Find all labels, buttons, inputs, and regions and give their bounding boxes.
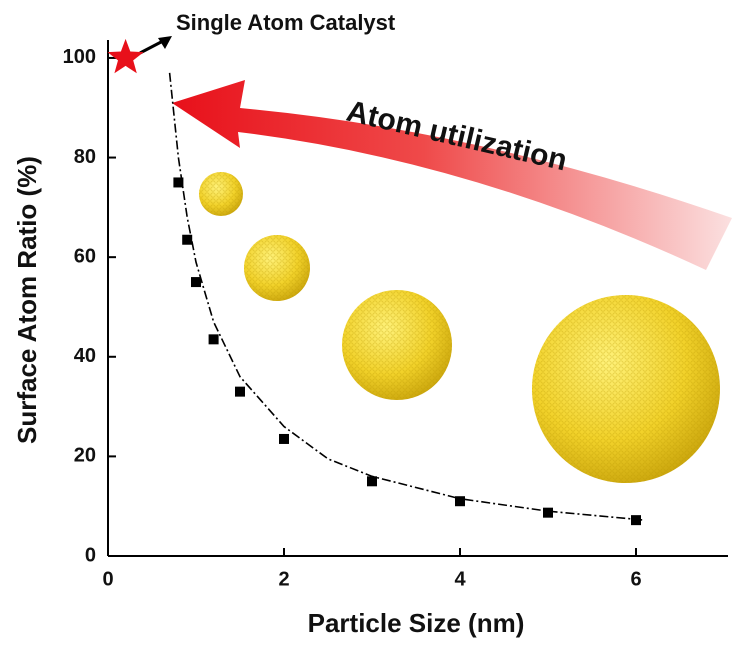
x-axis-label: Particle Size (nm)	[308, 608, 525, 638]
chart: Single Atom Catalyst Atom utilization Pa…	[0, 0, 738, 646]
data-point	[191, 277, 201, 287]
star-point	[108, 39, 144, 73]
data-point	[209, 334, 219, 344]
data-point	[235, 387, 245, 397]
annotation: Single Atom Catalyst	[176, 10, 396, 35]
y-tick-label: 60	[74, 245, 96, 267]
data-point	[182, 235, 192, 245]
pointer-arrow	[140, 36, 172, 53]
y-tick-label: 100	[63, 46, 96, 68]
x-tick-label: 6	[630, 568, 641, 590]
x-tick-label: 0	[102, 568, 113, 590]
x-tick-label: 2	[278, 568, 289, 590]
y-tick-label: 80	[74, 146, 96, 168]
data-point	[279, 434, 289, 444]
y-axis-label: Surface Atom Ratio (%)	[12, 156, 42, 444]
data-point	[367, 476, 377, 486]
y-tick-label: 20	[74, 445, 96, 467]
utilization-arrow	[172, 80, 732, 270]
x-tick-label: 4	[454, 568, 466, 590]
data-point	[543, 508, 553, 518]
y-tick-label: 40	[74, 345, 96, 367]
y-tick-label: 0	[85, 544, 96, 566]
